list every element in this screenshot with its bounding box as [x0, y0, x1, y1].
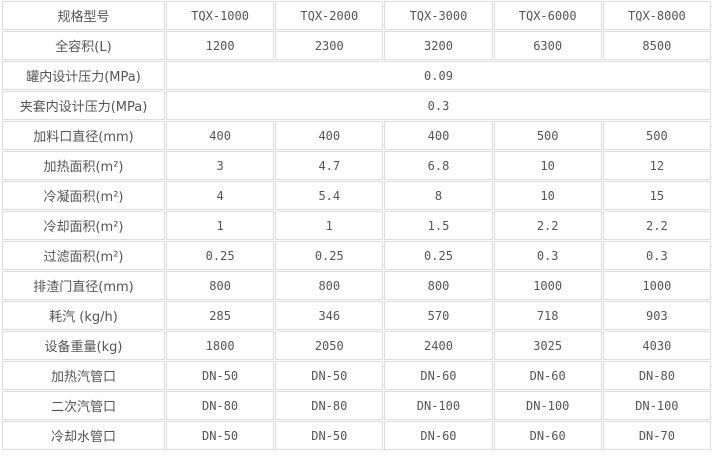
table-row: 冷凝面积(m²) 4 5.4 8 10 15	[2, 181, 711, 210]
cell-value: DN-60	[384, 361, 493, 390]
cell-value: 1.5	[384, 211, 493, 240]
cell-value: DN-80	[166, 391, 275, 420]
table-row: 二次汽管口 DN-80 DN-80 DN-100 DN-100 DN-100	[2, 391, 711, 420]
cell-value: 1800	[166, 331, 275, 360]
cell-value: DN-50	[275, 361, 384, 390]
cell-value: 400	[166, 121, 275, 150]
cell-value: DN-80	[602, 361, 711, 390]
cell-value: 500	[602, 121, 711, 150]
model-header: TQX-1000	[166, 1, 275, 30]
cell-value: 1200	[166, 31, 275, 60]
cell-value: DN-80	[275, 391, 384, 420]
table-row: 过滤面积(m²) 0.25 0.25 0.25 0.3 0.3	[2, 241, 711, 270]
table-row: 冷却水管口 DN-50 DN-50 DN-60 DN-60 DN-70	[2, 421, 711, 450]
row-label: 过滤面积(m²)	[2, 241, 165, 270]
cell-value: 903	[602, 301, 711, 330]
header-row: 规格型号 TQX-1000 TQX-2000 TQX-3000 TQX-6000 TQX-…	[2, 1, 711, 30]
table-row: 耗汽 (kg/h) 285 346 570 718 903	[2, 301, 711, 330]
cell-value: DN-50	[166, 361, 275, 390]
header-label: 规格型号	[2, 1, 165, 30]
table-row: 设备重量(kg) 1800 2050 2400 3025 4030	[2, 331, 711, 360]
cell-value: 10	[493, 181, 602, 210]
cell-value: 800	[166, 271, 275, 300]
cell-value: 4	[166, 181, 275, 210]
cell-value: 718	[493, 301, 602, 330]
cell-value: 285	[166, 301, 275, 330]
merged-value: 0.3	[166, 91, 711, 120]
cell-value: DN-100	[602, 391, 711, 420]
cell-value: 400	[384, 121, 493, 150]
table-row: 夹套内设计压力(MPa) 0.3	[2, 91, 711, 120]
cell-value: 1000	[602, 271, 711, 300]
table-row: 加热面积(m²) 3 4.7 6.8 10 12	[2, 151, 711, 180]
cell-value: 500	[493, 121, 602, 150]
cell-value: 4.7	[275, 151, 384, 180]
cell-value: 6.8	[384, 151, 493, 180]
cell-value: 2.2	[493, 211, 602, 240]
cell-value: 400	[275, 121, 384, 150]
row-label: 设备重量(kg)	[2, 331, 165, 360]
cell-value: 800	[275, 271, 384, 300]
cell-value: DN-60	[493, 421, 602, 450]
cell-value: 4030	[602, 331, 711, 360]
row-label: 加热面积(m²)	[2, 151, 165, 180]
table-row: 全容积(L) 1200 2300 3200 6300 8500	[2, 31, 711, 60]
table-row: 加料口直径(mm) 400 400 400 500 500	[2, 121, 711, 150]
model-header: TQX-6000	[493, 1, 602, 30]
row-label: 夹套内设计压力(MPa)	[2, 91, 165, 120]
cell-value: 2400	[384, 331, 493, 360]
cell-value: 1000	[493, 271, 602, 300]
model-header: TQX-2000	[275, 1, 384, 30]
cell-value: DN-70	[602, 421, 711, 450]
cell-value: 570	[384, 301, 493, 330]
cell-value: DN-100	[493, 391, 602, 420]
row-label: 二次汽管口	[2, 391, 165, 420]
cell-value: 0.25	[275, 241, 384, 270]
row-label: 冷却面积(m²)	[2, 211, 165, 240]
cell-value: 0.3	[602, 241, 711, 270]
row-label: 排渣门直径(mm)	[2, 271, 165, 300]
cell-value: DN-60	[384, 421, 493, 450]
row-label: 冷却水管口	[2, 421, 165, 450]
cell-value: 3200	[384, 31, 493, 60]
cell-value: 346	[275, 301, 384, 330]
spec-table: 规格型号 TQX-1000 TQX-2000 TQX-3000 TQX-6000 TQX-…	[1, 0, 712, 451]
cell-value: DN-100	[384, 391, 493, 420]
cell-value: 10	[493, 151, 602, 180]
table-row: 冷却面积(m²) 1 1 1.5 2.2 2.2	[2, 211, 711, 240]
cell-value: 800	[384, 271, 493, 300]
table-row: 排渣门直径(mm) 800 800 800 1000 1000	[2, 271, 711, 300]
cell-value: 15	[602, 181, 711, 210]
cell-value: 8500	[602, 31, 711, 60]
cell-value: 8	[384, 181, 493, 210]
cell-value: 1	[166, 211, 275, 240]
table-row: 加热汽管口 DN-50 DN-50 DN-60 DN-60 DN-80	[2, 361, 711, 390]
model-header: TQX-3000	[384, 1, 493, 30]
cell-value: 3025	[493, 331, 602, 360]
cell-value: 2050	[275, 331, 384, 360]
cell-value: DN-60	[493, 361, 602, 390]
cell-value: DN-50	[275, 421, 384, 450]
cell-value: 12	[602, 151, 711, 180]
cell-value: DN-50	[166, 421, 275, 450]
row-label: 耗汽 (kg/h)	[2, 301, 165, 330]
cell-value: 5.4	[275, 181, 384, 210]
row-label: 冷凝面积(m²)	[2, 181, 165, 210]
cell-value: 1	[275, 211, 384, 240]
cell-value: 2.2	[602, 211, 711, 240]
cell-value: 0.25	[166, 241, 275, 270]
table-row: 罐内设计压力(MPa) 0.09	[2, 61, 711, 90]
row-label: 罐内设计压力(MPa)	[2, 61, 165, 90]
cell-value: 2300	[275, 31, 384, 60]
row-label: 全容积(L)	[2, 31, 165, 60]
cell-value: 6300	[493, 31, 602, 60]
row-label: 加料口直径(mm)	[2, 121, 165, 150]
merged-value: 0.09	[166, 61, 711, 90]
cell-value: 0.25	[384, 241, 493, 270]
row-label: 加热汽管口	[2, 361, 165, 390]
model-header: TQX-8000	[602, 1, 711, 30]
cell-value: 3	[166, 151, 275, 180]
cell-value: 0.3	[493, 241, 602, 270]
